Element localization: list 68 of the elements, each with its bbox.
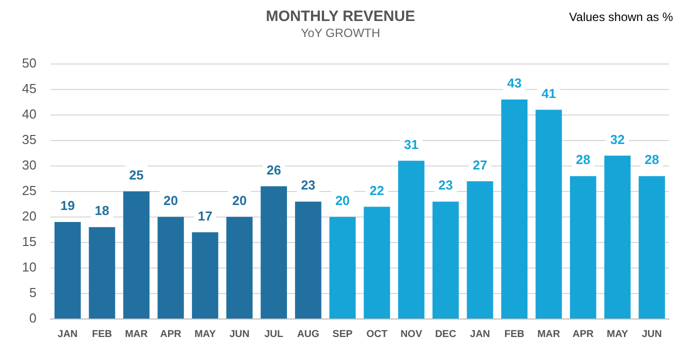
x-tick-label: SEP: [332, 328, 353, 340]
data-label: 28: [576, 152, 590, 168]
bar: [192, 232, 218, 318]
bar: [295, 202, 322, 318]
bar: [329, 216, 356, 318]
y-tick-label: 30: [22, 157, 36, 172]
y-tick-label: 25: [22, 182, 36, 198]
bar: [536, 110, 562, 318]
y-tick-label: 40: [22, 106, 36, 122]
chart-subtitle: YoY GROWTH: [300, 26, 382, 42]
text: Values shown as %: [569, 10, 673, 24]
x-tick-label: MAY: [606, 328, 628, 340]
y-tick-label: 35: [22, 132, 36, 147]
data-label: 28: [644, 152, 660, 168]
data-label: 23: [438, 178, 453, 193]
y-tick-label: 10: [22, 260, 36, 275]
bar: [364, 206, 390, 318]
bar: [158, 216, 184, 318]
bar: [260, 186, 287, 318]
data-label: 41: [541, 86, 556, 101]
data-label: 20: [232, 193, 247, 208]
bar: [432, 202, 459, 318]
y-tick-label: 20: [22, 208, 36, 224]
x-tick-label: JUL: [264, 328, 284, 340]
y-tick-label: 5: [29, 285, 36, 300]
data-label: 20: [335, 193, 350, 208]
bar: [123, 191, 150, 318]
data-label: 17: [198, 208, 212, 224]
x-tick-label: JAN: [470, 328, 490, 340]
x-tick-label: DEC: [435, 328, 456, 340]
x-tick-label: JAN: [58, 328, 78, 340]
x-tick-label: JUN: [229, 328, 250, 340]
data-label: 27: [472, 157, 488, 172]
bar: [604, 156, 631, 318]
x-tick-label: MAR: [537, 328, 561, 340]
x-tick-label: OCT: [366, 328, 388, 340]
y-tick-label: 0: [29, 310, 36, 326]
x-tick-label: APR: [160, 328, 182, 340]
x-tick-label: APR: [572, 328, 594, 340]
chart-title: MONTHLY REVENUE: [266, 8, 416, 25]
y-tick-label: 15: [22, 234, 36, 250]
data-label: 18: [94, 203, 110, 218]
x-tick-label: FEB: [92, 328, 112, 340]
data-label: 31: [404, 136, 419, 152]
bar: [501, 100, 528, 318]
data-label: 25: [129, 167, 144, 182]
bar: [88, 227, 116, 318]
data-label: 23: [300, 178, 316, 193]
data-label: 22: [370, 182, 384, 198]
data-label: 32: [610, 132, 625, 147]
x-tick-label: AUG: [297, 328, 320, 340]
bar: [638, 176, 665, 318]
y-tick-label: 50: [22, 55, 36, 70]
bar: [570, 176, 596, 318]
x-tick-label: NOV: [400, 328, 422, 340]
x-tick-label: FEB: [504, 328, 524, 340]
bar: [226, 216, 253, 318]
x-tick-label: JUN: [642, 328, 662, 340]
bar: [398, 160, 424, 318]
bar: [466, 181, 494, 318]
x-tick-label: MAY: [194, 328, 216, 340]
y-tick-label: 45: [22, 80, 36, 96]
data-label: 26: [266, 162, 282, 178]
data-label: 43: [507, 76, 522, 91]
data-label: 19: [60, 198, 75, 214]
x-tick-label: MAR: [124, 328, 149, 340]
data-label: 20: [163, 193, 178, 208]
bar: [54, 222, 81, 318]
